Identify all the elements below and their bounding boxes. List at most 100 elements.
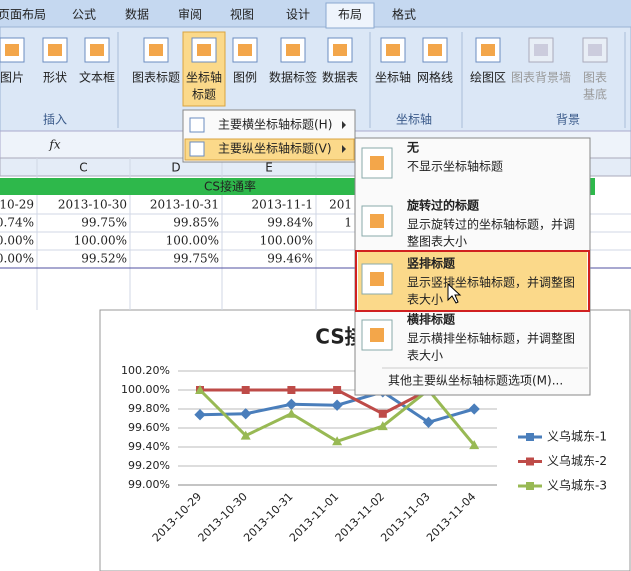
fx-icon: fx (48, 138, 60, 152)
tab[interactable]: 公式 (72, 8, 96, 22)
active-tab (325, 2, 375, 29)
cell: 100.00% (166, 234, 219, 248)
button-label[interactable]: 图片 (0, 71, 24, 85)
marker (287, 386, 296, 394)
legend-marker (526, 433, 534, 441)
tab[interactable]: 格式 (392, 7, 416, 22)
marker (195, 385, 205, 394)
marker (332, 436, 343, 446)
y-tick-label: 99.40% (128, 440, 170, 453)
menu-item[interactable]: 主要横坐标轴标题(H) (218, 117, 332, 132)
marker (333, 386, 342, 394)
button-label[interactable]: 图表 (583, 71, 607, 85)
button-label[interactable]: 标题 (192, 88, 216, 102)
cell: 00.00% (0, 234, 34, 248)
tab[interactable]: 布局 (338, 8, 362, 22)
button-label[interactable]: 坐标轴 (375, 70, 411, 85)
button-label[interactable]: 数据标签 (269, 70, 317, 85)
cell: 0.74% (0, 216, 34, 230)
button-label[interactable]: 文本框 (79, 70, 115, 85)
cell: 99.85% (173, 216, 219, 230)
menu-highlight (358, 252, 587, 310)
button-label[interactable]: 形状 (43, 71, 67, 85)
button-label[interactable]: 网格线 (417, 70, 453, 85)
button-label[interactable]: 图表背景墙 (511, 71, 571, 85)
button-icon-detail (333, 44, 347, 56)
button-icon-detail (5, 44, 19, 56)
cell: 2013-10-30 (58, 198, 127, 212)
menu-icon-detail (370, 272, 384, 286)
button-label[interactable]: 图表标题 (132, 71, 180, 85)
menu-desc: 表大小 (407, 293, 443, 307)
button-label[interactable]: 基底 (583, 87, 607, 102)
tab[interactable]: 审阅 (178, 7, 202, 22)
legend-label: 义乌城东-2 (547, 453, 607, 468)
marker (241, 386, 250, 394)
menu-title[interactable]: 竖排标题 (407, 256, 456, 271)
y-tick-label: 99.20% (128, 459, 170, 472)
marker (240, 430, 251, 440)
button-icon-detail (48, 44, 62, 56)
button-icon-detail (534, 44, 548, 56)
menu-title[interactable]: 旋转过的标题 (406, 198, 480, 213)
menu-icon (189, 141, 205, 157)
menu-icon (189, 117, 205, 133)
menu-icon-detail (370, 156, 384, 170)
submenu-arrow (342, 145, 346, 153)
column-header: E (265, 161, 273, 175)
legend-label: 义乌城东-1 (547, 429, 607, 444)
cell: 99.75% (81, 216, 127, 230)
marker (331, 399, 343, 411)
cell: 1 (344, 216, 352, 230)
button-icon-detail (286, 44, 300, 56)
marker (377, 421, 388, 431)
marker (285, 398, 298, 410)
marker (378, 409, 387, 418)
cell: 100.00% (74, 234, 127, 248)
button-label[interactable]: 图例 (233, 71, 257, 85)
tab[interactable]: 视图 (230, 7, 254, 22)
button-icon-detail (238, 44, 252, 56)
menu-desc: 表大小 (407, 349, 443, 363)
cell: 99.75% (173, 252, 219, 266)
cell: 99.52% (81, 252, 127, 266)
y-tick-label: 99.60% (128, 421, 170, 434)
menu-item[interactable]: 主要纵坐标轴标题(V) (218, 141, 332, 156)
y-tick-label: 99.80% (128, 402, 170, 415)
marker (468, 403, 480, 415)
sheet-header: CS接通率 (204, 179, 256, 194)
button-icon-detail (90, 44, 104, 56)
button-icon-detail (588, 44, 602, 56)
button-icon-detail (428, 44, 442, 56)
group-label: 插入 (43, 113, 67, 127)
menu-desc: 显示竖排坐标轴标题，并调整图 (407, 275, 575, 290)
tab[interactable]: 数据 (125, 7, 149, 22)
menu-item[interactable]: 其他主要纵坐标轴标题选项(M)... (388, 373, 563, 388)
menu-icon-detail (370, 214, 384, 228)
column-header: C (79, 161, 87, 175)
cell: 10-29 (0, 198, 34, 212)
y-tick-label: 100.20% (121, 364, 170, 377)
marker (240, 408, 252, 420)
menu-title[interactable]: 横排标题 (407, 312, 456, 327)
menu-icon-detail (370, 328, 384, 342)
button-icon-detail (386, 44, 400, 56)
tab[interactable]: 页面布局 (0, 8, 46, 22)
menu-icon (361, 147, 393, 179)
button-icon-detail (197, 44, 211, 56)
menu-title[interactable]: 无 (406, 141, 419, 155)
menu-desc: 整图表大小 (407, 234, 467, 249)
group-label: 背景 (556, 113, 580, 127)
menu-desc: 显示旋转过的坐标轴标题，并调 (407, 217, 575, 232)
button-icon-detail (481, 44, 495, 56)
button-icon-detail (149, 44, 163, 56)
button-label[interactable]: 绘图区 (470, 70, 506, 85)
legend-marker (526, 457, 534, 466)
tab[interactable]: 设计 (286, 8, 310, 22)
button-label[interactable]: 数据表 (322, 70, 358, 85)
group-label: 坐标轴 (396, 112, 432, 127)
menu-highlight (184, 138, 355, 161)
button-label[interactable]: 坐标轴 (186, 70, 222, 85)
cell: 99.46% (267, 252, 313, 266)
